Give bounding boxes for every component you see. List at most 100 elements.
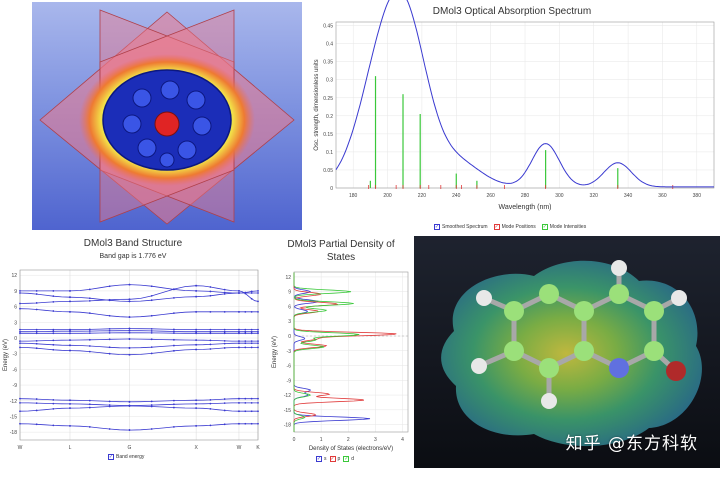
legend-label: d <box>351 456 355 462</box>
x-tick-label: 2 <box>347 437 350 443</box>
band-point <box>19 422 21 425</box>
x-tick-label: 240 <box>452 193 461 199</box>
legend-label: Band energy <box>116 454 145 460</box>
watermark-text: 知乎 @东方科软 <box>565 434 698 454</box>
kpoint-label: W <box>237 445 242 451</box>
x-tick-label: 200 <box>383 193 392 199</box>
absorption-chart-title: DMol3 Optical Absorption Spectrum <box>432 6 592 17</box>
x-tick-label: 380 <box>693 193 702 199</box>
y-tick-label: 0.1 <box>326 150 333 156</box>
y-tick-label: 0.15 <box>323 132 333 138</box>
band-point <box>19 397 21 400</box>
y-tick-label: -3 <box>287 349 292 355</box>
y-tick-label: 12 <box>11 273 17 279</box>
x-tick-label: 340 <box>624 193 633 199</box>
absorption-chart-panel: DMol3 Optical Absorption Spectrum 180 200… <box>304 0 720 236</box>
pdos-series-d <box>293 272 360 432</box>
pdos-legend: ✓ s ✓ p ✓ d <box>316 456 354 462</box>
legend-label: p <box>337 456 341 462</box>
y-tick-label: 0.05 <box>323 168 333 174</box>
y-tick-label: 0 <box>288 334 291 340</box>
y-axis-label: Energy (eV) <box>272 336 278 368</box>
band-line <box>19 398 258 403</box>
x-tick-label: 360 <box>658 193 667 199</box>
band-line <box>20 338 258 342</box>
y-tick-label: 3 <box>288 319 291 325</box>
y-tick-label: 12 <box>285 275 291 281</box>
x-tick-label: 3 <box>374 437 377 443</box>
y-axis-label: Energy (eV) <box>3 339 9 371</box>
fullerene-density-isosurface-icon <box>39 9 295 225</box>
band-chart-title: DMol3 Band Structure <box>83 238 183 249</box>
x-tick-label: 4 <box>401 437 404 443</box>
legend-item-smoothed-spectrum[interactable]: ✓ Smoothed Spectrum <box>434 223 488 230</box>
band-line <box>19 308 258 318</box>
legend-item-mode-positions[interactable]: ✓ Mode Positions <box>493 223 536 230</box>
band-structure-chart: 12 9 6 3 0 -3 -6 -9 -12 -15 -18 W L G X W K Energy (eV) <box>3 269 260 451</box>
electrostatic-potential-surface-molecule-icon <box>441 260 702 447</box>
absorption-legend: ✓ Smoothed Spectrum ✓ Mode Positions ✓ Mode… <box>434 224 586 230</box>
band-gap-subtitle: Band gap is 1.776 eV <box>99 253 167 260</box>
y-tick-label: -9 <box>13 383 18 389</box>
y-tick-label: -15 <box>10 414 17 420</box>
y-tick-label: 0.3 <box>326 78 333 84</box>
x-tick-label: 180 <box>349 193 358 199</box>
legend-item-mode-intensities[interactable]: ✓ Mode Intensities <box>541 223 587 230</box>
pdos-panel: DMol3 Partial Density of States 12 9 6 3 0 -3… <box>268 236 414 468</box>
x-tick-label: 260 <box>486 193 495 199</box>
legend-label: s <box>324 456 327 462</box>
y-tick-label: 0.2 <box>326 114 333 120</box>
x-tick-label: 0 <box>293 437 296 443</box>
band-line <box>20 328 258 330</box>
y-tick-label: 6 <box>288 304 291 310</box>
y-tick-label: 9 <box>14 289 17 295</box>
band-legend: ✓ Band energy <box>108 454 144 460</box>
legend-item-band-energy[interactable]: ✓ Band energy <box>108 453 145 460</box>
band-line <box>19 292 258 302</box>
y-tick-label: -12 <box>284 393 291 399</box>
legend-label: Smoothed Spectrum <box>442 224 488 230</box>
band-line <box>20 330 258 333</box>
y-tick-label: -9 <box>287 378 292 384</box>
kpoint-label: W <box>18 445 23 451</box>
y-tick-label: 0.4 <box>326 42 333 48</box>
smoothed-spectrum-line <box>335 0 714 188</box>
band-line <box>20 332 258 334</box>
esp-molecule-view: 知乎 @东方科软 <box>414 236 720 468</box>
band-line <box>19 347 258 356</box>
band-line <box>19 285 259 304</box>
y-tick-label: 0.35 <box>323 60 333 66</box>
fullerene-isosurface-view <box>32 2 302 230</box>
legend-item-s[interactable]: ✓ s <box>316 455 327 462</box>
x-axis-label: Wavelength (nm) <box>498 204 551 211</box>
y-tick-label: 0 <box>330 186 333 192</box>
plot-frame <box>335 21 715 189</box>
y-tick-label: 0.45 <box>323 24 333 30</box>
legend-item-p[interactable]: ✓ p <box>329 455 341 462</box>
y-tick-label: -6 <box>287 364 292 370</box>
x-tick-label: 280 <box>521 193 530 199</box>
kpoint-label: L <box>69 445 72 451</box>
x-tick-label: 1 <box>320 437 323 443</box>
plot-frame <box>19 269 259 441</box>
x-tick-label: 300 <box>555 193 564 199</box>
kpoint-label: G <box>128 445 132 451</box>
y-tick-label: -6 <box>13 367 18 373</box>
legend-label: Mode Positions <box>501 224 536 230</box>
band-line <box>20 402 258 406</box>
x-tick-label: 320 <box>590 193 599 199</box>
y-tick-label: -18 <box>284 423 291 429</box>
y-tick-label: 0 <box>14 336 17 342</box>
x-axis-label: Density of States (electrons/eV) <box>309 446 393 452</box>
band-point <box>19 410 21 413</box>
band-line <box>19 405 258 412</box>
pdos-chart-title: DMol3 Partial Density of States <box>287 239 395 263</box>
absorption-chart: 180 200 220 240 260 280 300 320 340 360 380 0 0.05 0.… <box>314 0 715 211</box>
band-structure-panel: DMol3 Band Structure Band gap is 1.776 e… <box>0 236 266 468</box>
y-axis-label: Osc. strength, dimensionless units <box>314 59 320 150</box>
y-tick-label: -18 <box>10 430 17 436</box>
legend-item-d[interactable]: ✓ d <box>343 455 355 462</box>
band-line <box>19 423 258 431</box>
band-line <box>19 342 258 349</box>
